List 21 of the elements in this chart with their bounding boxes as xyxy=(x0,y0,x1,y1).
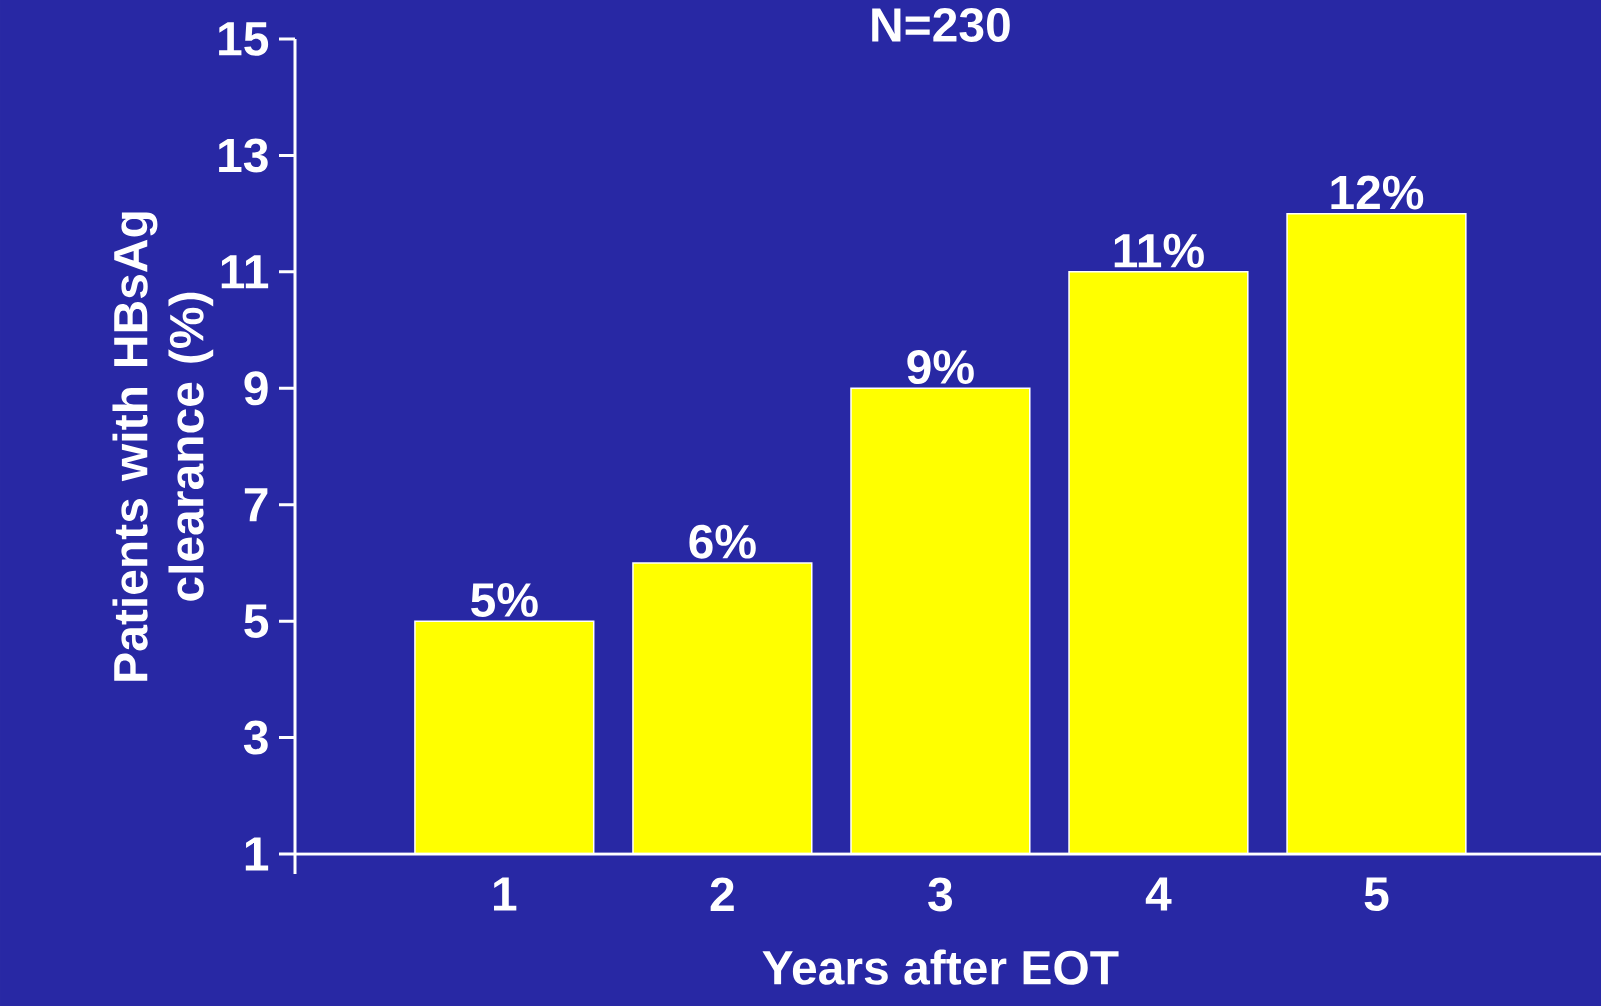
data-label: 9% xyxy=(907,350,974,385)
y-tick-label: 3 xyxy=(243,720,268,755)
x-tick-label: 5 xyxy=(1364,877,1389,912)
x-tick-label: 3 xyxy=(928,877,952,912)
y-axis-title: Patients with HBsAg clearance (%) xyxy=(112,212,214,681)
chart-title: N=230 xyxy=(872,7,1010,43)
y-tick-label: 9 xyxy=(244,371,268,406)
data-label: 11% xyxy=(1114,233,1204,268)
y-tick-label: 15 xyxy=(219,22,269,56)
data-label: 6% xyxy=(689,524,756,559)
y-tick-label: 13 xyxy=(219,138,268,173)
x-axis-title: Years after EOT xyxy=(762,949,1119,985)
y-tick-label: 11 xyxy=(221,255,269,289)
x-tick-label: 4 xyxy=(1145,877,1172,911)
y-tick-label: 7 xyxy=(244,488,268,522)
y-tick-label: 1 xyxy=(245,837,269,871)
y-tick-label: 5 xyxy=(244,604,269,638)
x-tick-label: 1 xyxy=(494,877,517,911)
data-label: 5% xyxy=(471,583,538,617)
x-tick-label: 2 xyxy=(710,877,734,912)
data-label: 12% xyxy=(1331,175,1424,210)
